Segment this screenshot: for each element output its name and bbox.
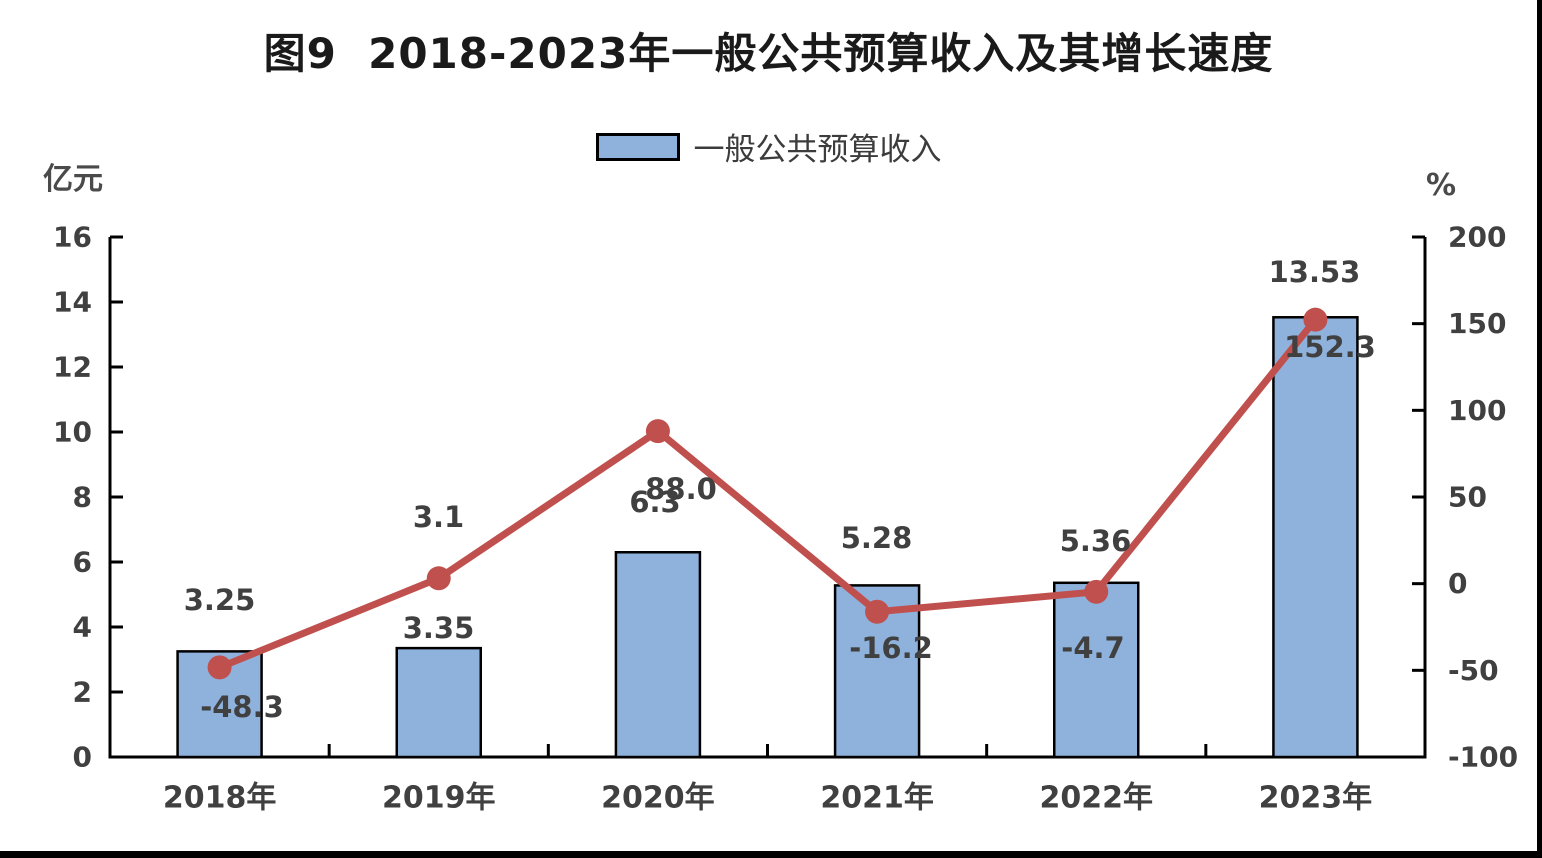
legend-swatch-bar: [595, 132, 680, 161]
left-axis-unit: 亿元: [43, 162, 103, 197]
right-axis-tick-label: 150: [1448, 307, 1506, 340]
bar: [614, 551, 702, 759]
right-axis-tick-label: 100: [1448, 394, 1506, 427]
line-marker: [645, 419, 670, 444]
left-axis-tick-label: 8: [73, 481, 92, 514]
bar: [1053, 581, 1140, 759]
bar-label: 3.35: [403, 611, 475, 645]
line-label: -16.2: [849, 631, 933, 665]
right-axis-tick-label: 0: [1448, 567, 1467, 600]
line-series: [218, 317, 1319, 671]
right-axis-tick-label: 200: [1448, 221, 1506, 254]
bar-label: 5.28: [841, 521, 913, 555]
x-axis-tick-label: 2021年: [820, 781, 934, 816]
left-axis-tick-label: 6: [73, 546, 92, 579]
left-axis-tick-label: 12: [53, 351, 92, 384]
bar-label: 5.36: [1060, 524, 1132, 558]
line-label: 88.0: [645, 472, 717, 506]
right-axis-tick-label: -100: [1448, 741, 1518, 774]
line-marker: [1303, 307, 1328, 332]
line-label: -48.3: [200, 690, 284, 724]
left-axis-tick-label: 16: [53, 221, 92, 254]
left-axis-tick-label: 10: [53, 416, 92, 449]
bar-label: 6.3: [629, 485, 680, 519]
bar-label: 13.53: [1269, 255, 1361, 289]
line-label: 3.1: [413, 500, 464, 534]
line-label: 152.3: [1284, 330, 1376, 364]
bar: [395, 646, 482, 759]
chart-title: 图9 2018-2023年一般公共预算收入及其增长速度: [263, 29, 1274, 78]
x-axis-tick-label: 2023年: [1259, 781, 1373, 816]
legend-label: 一般公共预算收入: [693, 132, 942, 168]
x-axis-tick-label: 2019年: [382, 781, 496, 816]
x-axis-tick-label: 2018年: [163, 781, 277, 816]
bar-label: 3.25: [184, 583, 256, 617]
right-axis-tick-label: -50: [1448, 654, 1499, 687]
right-axis-tick-label: 50: [1448, 481, 1487, 514]
legend: 一般公共预算收入: [0, 124, 1537, 169]
line-marker: [207, 655, 232, 680]
line-marker: [1084, 579, 1109, 604]
line-marker: [426, 566, 451, 591]
x-axis-tick-label: 2022年: [1040, 781, 1154, 816]
line-label: -4.7: [1061, 631, 1124, 665]
bar: [1272, 316, 1359, 759]
left-axis-tick-label: 14: [53, 286, 92, 319]
right-axis-unit: %: [1426, 168, 1457, 203]
left-axis-tick-label: 2: [73, 676, 92, 709]
line-marker: [865, 599, 890, 624]
left-axis-tick-label: 4: [73, 611, 92, 644]
left-axis-tick-label: 0: [73, 741, 92, 774]
x-axis-tick-label: 2020年: [601, 781, 715, 816]
